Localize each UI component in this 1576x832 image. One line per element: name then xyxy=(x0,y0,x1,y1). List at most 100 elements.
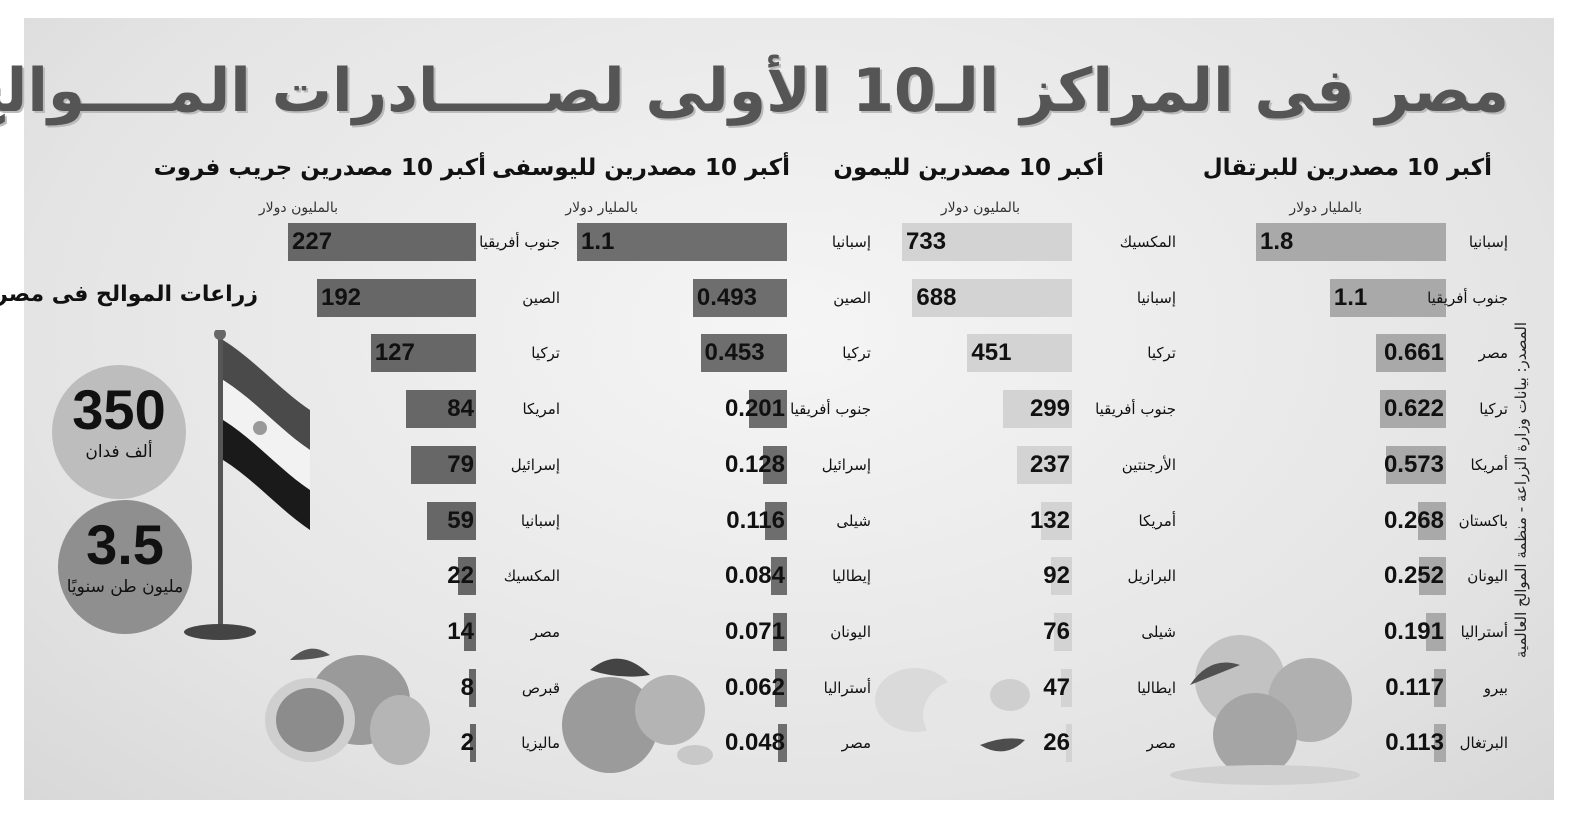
bar-category-label: أستراليا xyxy=(1460,622,1508,641)
bar-value: 92 xyxy=(1043,562,1070,590)
area-circle: 350 ألف فدان xyxy=(52,365,186,499)
mandarin-illustration xyxy=(562,658,713,773)
area-value: 350 xyxy=(72,378,166,441)
chart-unit: بالمليار دولار xyxy=(1289,200,1362,216)
bar xyxy=(457,557,476,596)
bar xyxy=(1041,501,1072,540)
area-unit: ألف فدان xyxy=(85,442,153,462)
bar-category-label: شيلى xyxy=(836,511,871,530)
chart-unit: بالمليار دولار xyxy=(565,200,638,216)
lemon-illustration xyxy=(875,668,1030,752)
bar-value: 0.113 xyxy=(1385,729,1444,757)
bar-value: 1.8 xyxy=(1260,228,1294,255)
chart-title: أكبر 10 مصدرين جريب فروت xyxy=(153,155,486,181)
bar-value: 8 xyxy=(460,673,474,701)
bar-category-label: المكسيك xyxy=(503,567,560,586)
bar xyxy=(406,390,476,429)
bar-category-label: المكسيك xyxy=(1119,233,1176,251)
bar-category-label: قبرص xyxy=(521,678,560,697)
bar-category-label: الأرجنتين xyxy=(1121,455,1176,474)
bar xyxy=(410,445,476,484)
bar-value: 0.661 xyxy=(1383,339,1444,367)
bar-value: 59 xyxy=(447,506,474,534)
bar-value: 0.084 xyxy=(724,562,785,590)
bar-category-label: اليونان xyxy=(830,622,871,641)
bar xyxy=(1419,557,1446,596)
bar-category-label: أستراليا xyxy=(823,678,871,697)
bar-category-label: تركيا xyxy=(1147,344,1176,363)
bar xyxy=(1376,334,1446,373)
bar-value: 0.191 xyxy=(1383,617,1444,645)
bar-category-label: ايطاليا xyxy=(1137,678,1176,697)
bar-value: 47 xyxy=(1043,673,1070,701)
bar-category-label: الصين xyxy=(833,288,871,307)
bar-category-label: امريكا xyxy=(522,400,560,419)
production-unit: مليون طن سنويًا xyxy=(66,577,184,597)
bar-value: 237 xyxy=(1029,450,1070,478)
bar xyxy=(464,612,476,651)
bar-value: 733 xyxy=(906,228,947,255)
bar-category-label: الصين xyxy=(522,288,560,307)
bar-value: 22 xyxy=(447,562,474,590)
chart-unit: بالمليون دولار xyxy=(258,200,338,216)
cultivation-title: زراعات الموالح فى مصر xyxy=(0,282,258,307)
chart-title: أكبر 10 مصدرين لليوسفى xyxy=(491,155,790,181)
bar-category-label: إسبانيا xyxy=(1468,233,1508,251)
bar xyxy=(1433,668,1446,707)
bar-category-label: البرازيل xyxy=(1127,567,1177,586)
bar xyxy=(1256,223,1446,261)
bar-value: 0.116 xyxy=(726,506,785,534)
bar-value: 132 xyxy=(1029,506,1070,534)
bar-value: 0.117 xyxy=(1385,673,1444,701)
bar-value: 0.622 xyxy=(1383,395,1444,423)
bar-value: 1.1 xyxy=(581,228,615,255)
bar xyxy=(1329,278,1446,317)
bar xyxy=(1061,668,1072,707)
bar-category-label: تركيا xyxy=(531,344,560,363)
page-title: مصر فى المراكز الـ10 الأولى لصـــــادرات… xyxy=(0,56,1509,126)
bar-value: 0.573 xyxy=(1383,450,1444,478)
bar xyxy=(1054,612,1072,651)
bar xyxy=(469,668,476,707)
bar-category-label: إسبانيا xyxy=(831,233,871,251)
bar xyxy=(748,390,787,429)
bar xyxy=(1385,445,1446,484)
bar-value: 1.1 xyxy=(1333,283,1368,311)
bar-value: 14 xyxy=(447,617,474,645)
bar-value: 0.201 xyxy=(724,395,785,423)
bar xyxy=(470,724,476,763)
bar-value: 0.252 xyxy=(1383,562,1444,590)
bar xyxy=(288,223,476,261)
grapefruit-illustration xyxy=(265,648,430,765)
bar xyxy=(692,278,787,317)
source-text: المصدر: بيانات وزارة الزراعة - منظمة الم… xyxy=(1512,321,1530,659)
bar-category-label: إيطاليا xyxy=(832,567,871,586)
bar-value: 299 xyxy=(1029,395,1070,423)
bar xyxy=(1417,501,1446,540)
bar-category-label: البرتغال xyxy=(1459,734,1508,753)
bar xyxy=(967,334,1072,373)
chart-title: أكبر 10 مصدرين للبرتقال xyxy=(1202,155,1492,181)
bar xyxy=(370,334,476,373)
chart-title: أكبر 10 مصدرين لليمون xyxy=(833,155,1104,181)
bar-value: 451 xyxy=(971,339,1012,367)
bar xyxy=(773,612,787,651)
bar xyxy=(770,557,787,596)
production-value: 3.5 xyxy=(86,513,164,576)
bar-value: 127 xyxy=(374,339,415,367)
bar xyxy=(1050,557,1072,596)
bar-value: 79 xyxy=(447,450,474,478)
bar-category-label: مصر xyxy=(530,622,560,641)
bar-value: 0.268 xyxy=(1383,506,1444,534)
bar-category-label: جنوب أفريقيا xyxy=(790,400,871,419)
bar xyxy=(777,724,787,763)
bar xyxy=(1425,612,1446,651)
bar-category-label: جنوب أفريقيا xyxy=(1427,288,1508,307)
egypt-flag-illustration xyxy=(184,330,310,640)
bar-category-label: تركيا xyxy=(842,344,871,363)
bar-value: 26 xyxy=(1043,729,1070,757)
bar-value: 0.453 xyxy=(704,339,765,367)
bar-category-label: أمريكا xyxy=(1470,455,1508,474)
bar-value: 76 xyxy=(1043,617,1070,645)
orange-illustration xyxy=(1170,635,1360,785)
